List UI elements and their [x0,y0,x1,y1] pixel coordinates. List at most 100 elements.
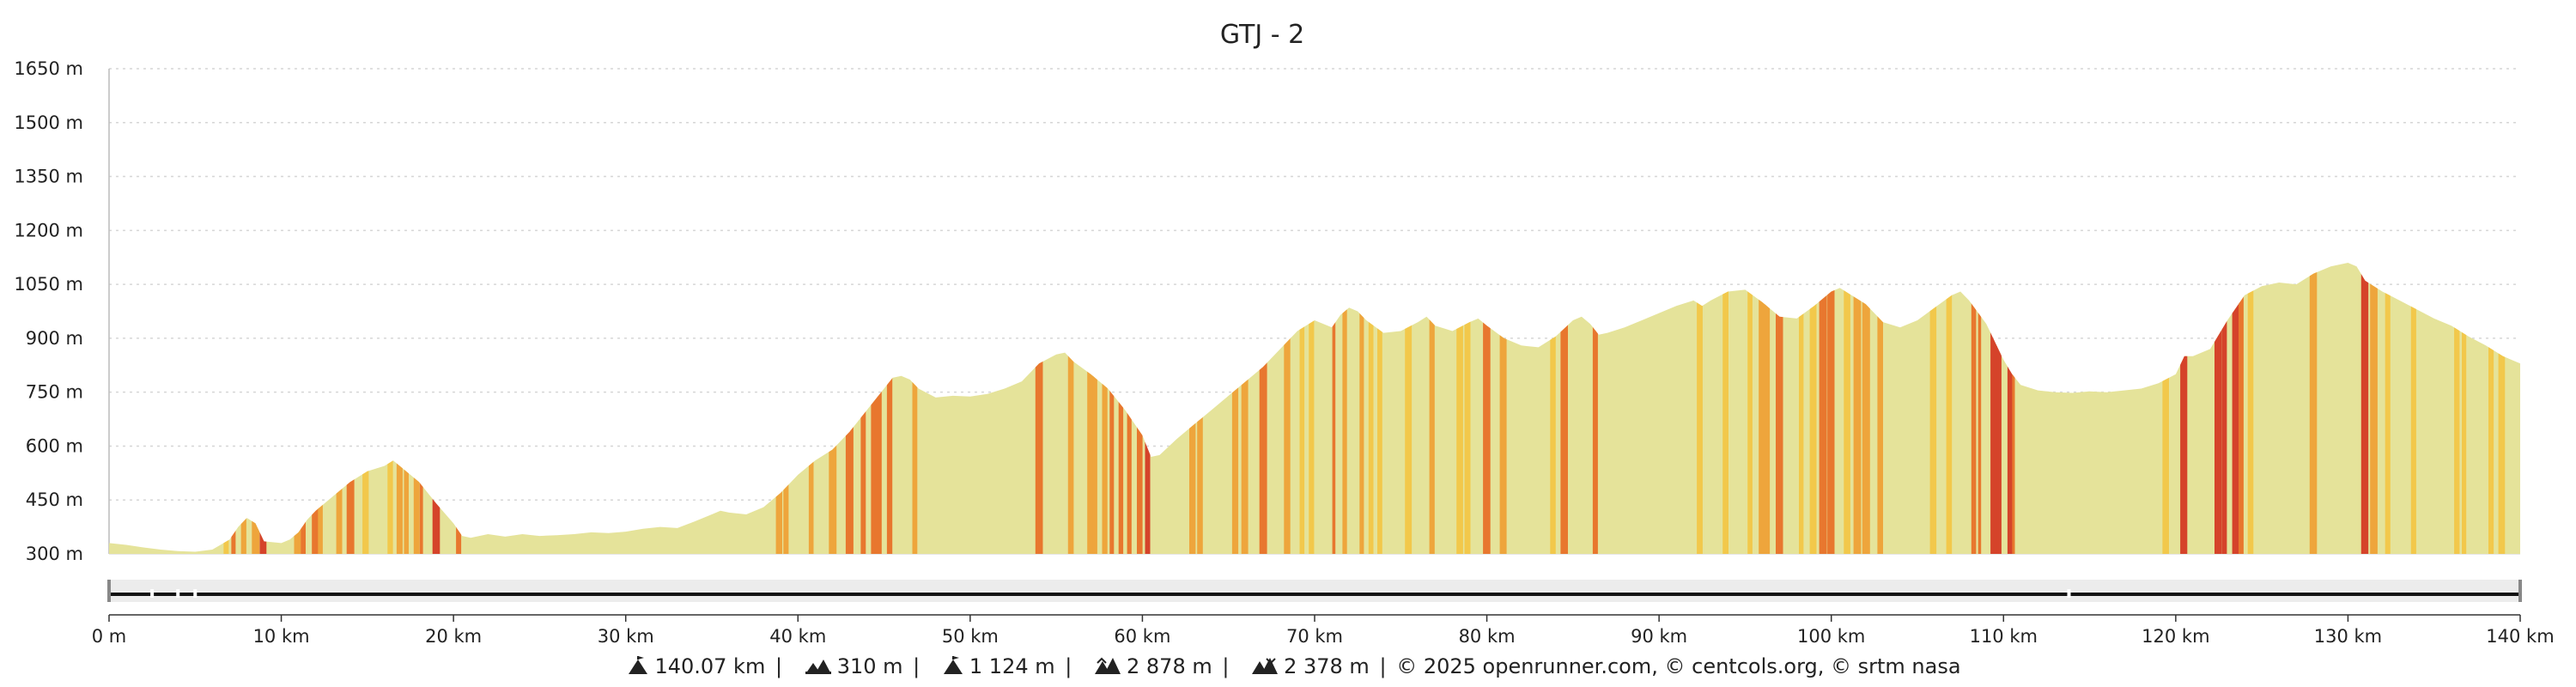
slope-stripe [2232,263,2240,554]
slope-stripe [432,263,440,554]
slope-stripe [871,263,878,554]
slope-stripe [1978,263,1982,554]
x-tick-label: 10 km [253,626,310,647]
separator: | [775,654,783,678]
elevation-gain-icon [1094,656,1121,680]
slope-stripe [1359,263,1364,554]
x-tick-label: 60 km [1114,626,1170,647]
slope-stripe [1284,263,1291,554]
slope-stripe [223,263,229,554]
slope-stripe [1759,263,1766,554]
slope-stripe [1996,263,2002,554]
min-altitude-value: 310 m [836,654,903,678]
slope-stripe [1197,263,1203,554]
min-altitude-icon [805,656,832,680]
slope-stripe [2239,263,2244,554]
zoom-marker [2067,589,2071,598]
slope-stripe [1259,263,1267,554]
y-tick-label: 1500 m [14,112,83,133]
slope-stripe [1483,263,1491,554]
x-tick-label: 30 km [598,626,654,647]
max-altitude-value: 1 124 m [969,654,1055,678]
slope-stripe [240,263,246,554]
slope-stripe [912,263,918,554]
elevation-area-fill [109,263,2520,554]
x-tick-label: 90 km [1631,626,1687,647]
slope-stripe [1241,263,1249,554]
slope-stripe [1189,263,1196,554]
slope-stripe [1118,263,1124,554]
x-tick-label: 70 km [1286,626,1343,647]
y-tick-label: 750 m [26,382,83,403]
slope-stripe [252,263,260,554]
slope-stripe [301,263,306,554]
y-axis: 300 m 450 m 600 m 750 m 900 m 1050 m 1200 m 135… [14,58,110,564]
slope-stripe [2221,263,2227,554]
chart-title: GTJ - 2 [1220,20,1304,50]
slope-stripe [2410,263,2416,554]
zoom-track[interactable] [109,580,2520,602]
slope-stripe [312,263,319,554]
elevation-gain-value: 2 878 m [1127,654,1212,678]
distance-value: 140.07 km [654,654,766,678]
slope-stripe [1145,263,1151,554]
y-tick-label: 900 m [26,328,83,349]
slope-stripe [1722,263,1728,554]
elevation-area[interactable] [109,69,2520,554]
max-altitude-icon [942,656,964,680]
zoom-handle-left[interactable] [107,580,111,602]
slope-stripe [1592,263,1598,554]
slope-stripe [2247,263,2254,554]
slope-stripe [1342,263,1347,554]
x-tick-label: 20 km [425,626,482,647]
slope-stripe [1035,263,1043,554]
slope-stripe [259,263,267,554]
slope-stripe [1109,263,1115,554]
x-tick-label: 110 km [1970,626,2038,647]
slope-stripe [2215,263,2221,554]
slope-stripe [1456,263,1463,554]
slope-stripe [1429,263,1435,554]
slope-stripe [1853,263,1862,554]
slope-stripe [1929,263,1937,554]
y-tick-label: 600 m [26,435,83,456]
slope-stripe [1799,263,1804,554]
slope-stripe [829,263,837,554]
slope-stripe [1102,263,1108,554]
slope-stripe [1499,263,1507,554]
zoom-handle-right[interactable] [2518,580,2522,602]
slope-stripe [1067,263,1074,554]
slope-stripe [1946,263,1953,554]
x-tick-label: 0 m [92,626,127,647]
credits-text: © 2025 openrunner.com, © centcols.org, ©… [1396,654,1961,678]
slope-stripe [1560,263,1568,554]
slope-stripe [1127,263,1132,554]
x-axis: 0 m 10 km 20 km 30 km 40 km 50 km 60 km 70 km 80… [92,553,2555,647]
slope-stripe [456,263,462,554]
x-tick-label: 120 km [2142,626,2209,647]
slope-stripe [775,263,782,554]
slope-stripe [1990,263,1997,554]
slope-stripe [783,263,789,554]
slope-stripe [1231,263,1239,554]
slope-stripe [1765,263,1771,554]
slope-stripe [2488,263,2494,554]
slope-stripe [808,263,814,554]
slope-stripe [1464,263,1471,554]
slope-stripe [2180,263,2188,554]
slope-stripe [850,263,854,554]
slope-stripe [294,263,301,554]
zoom-marker [150,589,155,598]
slope-stripe [413,263,420,554]
slope-stripe [362,263,369,554]
zoom-navigator[interactable] [107,580,2522,602]
slope-stripe [1087,263,1096,554]
slope-stripe [2462,263,2467,554]
slope-stripe [1827,263,1835,554]
y-tick-label: 1050 m [14,274,83,295]
slope-stripe [1299,263,1305,554]
separator: | [913,654,920,678]
elevation-loss-icon [1251,656,1279,680]
